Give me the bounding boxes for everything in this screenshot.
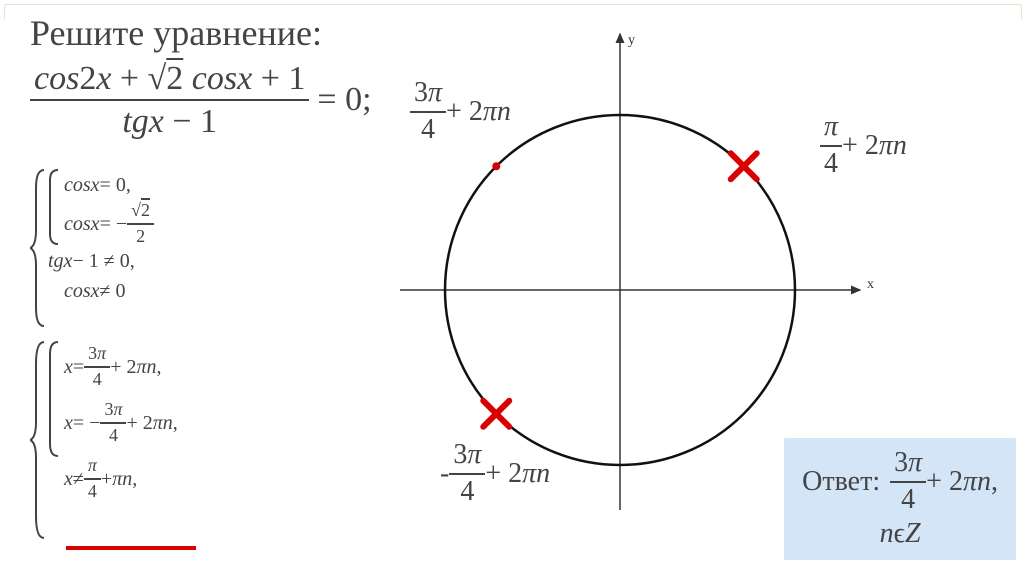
cross-pi4-icon xyxy=(731,153,757,179)
y-axis-label: y xyxy=(628,33,635,48)
sys2-line3: x ≠ π 4 + πn, xyxy=(64,452,178,506)
sys1-line3: tgx − 1 ≠ 0, xyxy=(48,246,154,276)
brace-icon xyxy=(30,168,48,328)
bracket-icon xyxy=(48,340,60,458)
sys1-line4: cosx ≠ 0 xyxy=(64,276,154,306)
cross-neg3pi4-icon xyxy=(483,401,509,427)
answer-box: Ответ: 3π 4 + 2πn, nϵZ xyxy=(784,438,1016,560)
sys1-line2: cos x = − √2 2 xyxy=(64,202,154,246)
annot-neg3pi4: - 3π 4 + 2πn xyxy=(440,440,550,508)
main-equation: cos2x + √2 cosx + 1 tgx − 1 = 0; xyxy=(30,60,372,141)
answer-line2: nϵZ xyxy=(802,518,998,550)
annot-pi4: π 4 + 2πn xyxy=(820,112,907,180)
red-underline xyxy=(66,546,196,550)
annot-3pi4: 3π 4 + 2πn xyxy=(410,78,511,146)
sys1-line1: cosx = 0, xyxy=(64,168,154,202)
sys2-line1: x = 3π 4 + 2πn, xyxy=(64,340,178,394)
x-axis-label: x xyxy=(867,277,874,292)
system-2: x = 3π 4 + 2πn, x = − 3π 4 + 2πn, x ≠ π … xyxy=(30,340,178,506)
point-3pi4-dot xyxy=(492,162,500,170)
bracket-icon xyxy=(48,168,60,246)
system-1: cosx = 0, cos x = − √2 2 tgx − 1 ≠ 0, co… xyxy=(30,168,154,306)
brace-icon xyxy=(30,340,48,540)
answer-label: Ответ: xyxy=(802,466,880,498)
page-title: Решите уравнение: xyxy=(30,12,322,54)
sys2-line2: x = − 3π 4 + 2πn, xyxy=(64,394,178,452)
